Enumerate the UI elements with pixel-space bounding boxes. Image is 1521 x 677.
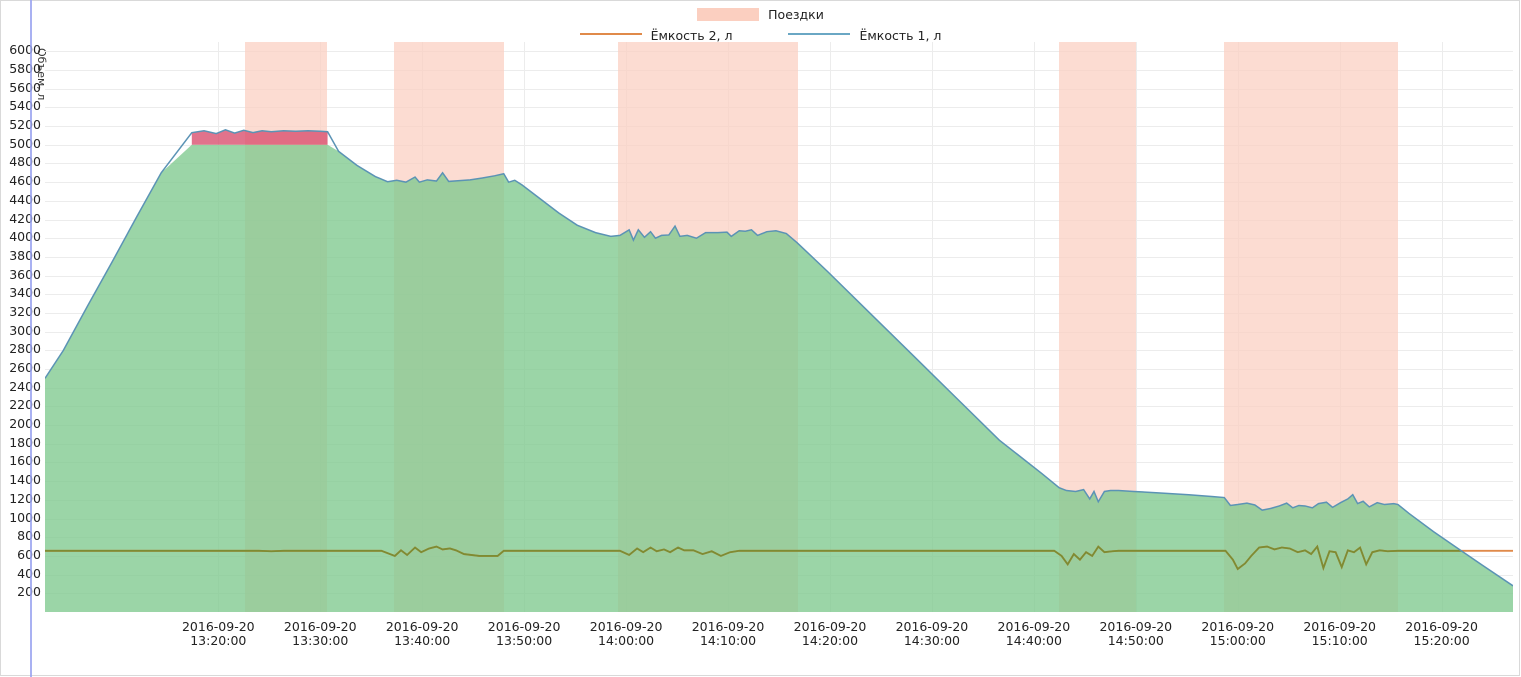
capacity-1-red-overlay xyxy=(191,129,328,145)
y-axis: 200 400 600 800 1000 1200 1400 1600 1800 2000 2200… xyxy=(0,0,41,677)
x-tick-time: 13:20:00 xyxy=(190,633,247,648)
x-axis-tick: 2016-09-20 15:00:00 xyxy=(1178,620,1298,648)
x-tick-time: 15:20:00 xyxy=(1413,633,1470,648)
y-axis-tick: 3800 xyxy=(9,247,41,263)
legend-swatch-trips xyxy=(697,7,760,21)
x-tick-time: 13:40:00 xyxy=(394,633,451,648)
y-axis-tick: 4400 xyxy=(9,191,41,207)
x-tick-date: 2016-09-20 xyxy=(1303,619,1377,634)
y-axis-tick: 1200 xyxy=(9,490,41,506)
x-tick-time: 14:50:00 xyxy=(1107,633,1164,648)
legend-item-capacity-1[interactable]: Ёмкость 1, л xyxy=(788,27,941,43)
legend-row-trips: Поездки xyxy=(0,5,1521,22)
x-axis: 2016-09-20 13:20:00 2016-09-20 13:30:00 2016… xyxy=(0,616,1521,656)
x-tick-date: 2016-09-20 xyxy=(487,619,561,634)
legend-swatch-capacity-1 xyxy=(788,33,851,35)
y-axis-tick: 3600 xyxy=(9,266,41,282)
v-gridline xyxy=(931,42,933,612)
x-axis-tick: 2016-09-20 14:00:00 xyxy=(566,620,686,648)
x-axis-tick: 2016-09-20 14:40:00 xyxy=(974,620,1094,648)
y-axis-tick: 4600 xyxy=(9,173,41,189)
x-axis-tick: 2016-09-20 13:30:00 xyxy=(260,620,380,648)
y-axis-tick: 5600 xyxy=(9,79,41,95)
legend-label-capacity-2: Ёмкость 2, л xyxy=(650,27,733,43)
y-axis-tick: 3200 xyxy=(9,303,41,319)
y-axis-tick: 3000 xyxy=(9,322,41,338)
y-axis-tick: 4200 xyxy=(9,210,41,226)
x-tick-time: 13:50:00 xyxy=(496,633,553,648)
legend-item-capacity-2[interactable]: Ёмкость 2, л xyxy=(579,27,733,43)
x-tick-date: 2016-09-20 xyxy=(385,619,459,634)
x-tick-time: 14:00:00 xyxy=(598,633,655,648)
legend-label-capacity-1: Ёмкость 1, л xyxy=(859,27,942,43)
y-axis-tick: 2000 xyxy=(9,416,41,432)
x-axis-tick: 2016-09-20 15:10:00 xyxy=(1280,620,1400,648)
capacity-1-line xyxy=(45,129,1513,587)
y-axis-tick: 5800 xyxy=(9,61,41,77)
y-axis-tick: 3400 xyxy=(9,285,41,301)
x-tick-time: 13:30:00 xyxy=(292,633,349,648)
y-axis-tick: 6000 xyxy=(9,42,41,58)
x-axis-tick: 2016-09-20 14:20:00 xyxy=(770,620,890,648)
x-axis-tick: 2016-09-20 13:40:00 xyxy=(362,620,482,648)
plot-area[interactable] xyxy=(45,42,1513,612)
y-axis-tick: 4000 xyxy=(9,229,41,245)
y-axis-tick: 4800 xyxy=(9,154,41,170)
y-axis-tick: 1800 xyxy=(9,434,41,450)
x-axis-tick: 2016-09-20 15:20:00 xyxy=(1382,620,1502,648)
legend-row-series: Ёмкость 2, л Ёмкость 1, л xyxy=(0,26,1521,43)
x-tick-date: 2016-09-20 xyxy=(793,619,867,634)
x-axis-tick: 2016-09-20 13:20:00 xyxy=(158,620,278,648)
chart-legend: Поездки Ёмкость 2, л Ёмкость 1, л xyxy=(0,0,1521,43)
x-tick-date: 2016-09-20 xyxy=(181,619,255,634)
x-tick-time: 14:30:00 xyxy=(903,633,960,648)
v-gridline xyxy=(1441,42,1443,612)
y-axis-tick: 5200 xyxy=(9,117,41,133)
legend-item-trips[interactable]: Поездки xyxy=(697,6,824,22)
y-axis-tick: 400 xyxy=(17,567,41,581)
y-axis-tick: 5000 xyxy=(9,135,41,151)
cursor-line[interactable] xyxy=(30,0,32,677)
x-tick-date: 2016-09-20 xyxy=(997,619,1071,634)
y-axis-tick: 5400 xyxy=(9,98,41,114)
x-tick-time: 15:10:00 xyxy=(1311,633,1368,648)
legend-swatch-capacity-2 xyxy=(579,33,642,35)
x-tick-time: 14:10:00 xyxy=(699,633,757,648)
x-tick-date: 2016-09-20 xyxy=(283,619,357,634)
x-tick-date: 2016-09-20 xyxy=(1201,619,1275,634)
y-axis-tick: 2400 xyxy=(9,378,41,394)
y-axis-tick: 800 xyxy=(17,530,41,543)
capacity-1-area xyxy=(45,144,1513,612)
x-axis-tick: 2016-09-20 13:50:00 xyxy=(464,620,584,648)
x-axis-tick: 2016-09-20 14:50:00 xyxy=(1076,620,1196,648)
x-tick-date: 2016-09-20 xyxy=(691,619,765,634)
x-tick-time: 14:20:00 xyxy=(801,633,859,648)
x-tick-time: 14:40:00 xyxy=(1005,633,1062,648)
y-axis-tick: 600 xyxy=(17,548,41,562)
y-axis-tick: 200 xyxy=(17,586,41,599)
series-layer xyxy=(45,129,1513,612)
y-axis-tick: 1600 xyxy=(9,453,41,469)
v-gridline xyxy=(1135,42,1137,612)
x-tick-date: 2016-09-20 xyxy=(895,619,969,634)
legend-label-trips: Поездки xyxy=(768,6,824,22)
x-tick-date: 2016-09-20 xyxy=(589,619,663,634)
y-axis-tick: 2200 xyxy=(9,397,41,413)
x-tick-time: 15:00:00 xyxy=(1209,633,1266,648)
x-tick-date: 2016-09-20 xyxy=(1099,619,1173,634)
y-axis-tick: 2600 xyxy=(9,360,41,376)
x-tick-date: 2016-09-20 xyxy=(1405,619,1478,634)
y-axis-tick: 1400 xyxy=(9,472,41,488)
y-axis-tick: 2800 xyxy=(9,341,41,357)
x-axis-tick: 2016-09-20 14:30:00 xyxy=(872,620,992,648)
v-gridline xyxy=(1033,42,1035,612)
capacity-2-line-over-fill xyxy=(45,544,1513,572)
y-axis-tick: 1000 xyxy=(9,509,41,525)
x-axis-tick: 2016-09-20 14:10:00 xyxy=(668,620,788,648)
